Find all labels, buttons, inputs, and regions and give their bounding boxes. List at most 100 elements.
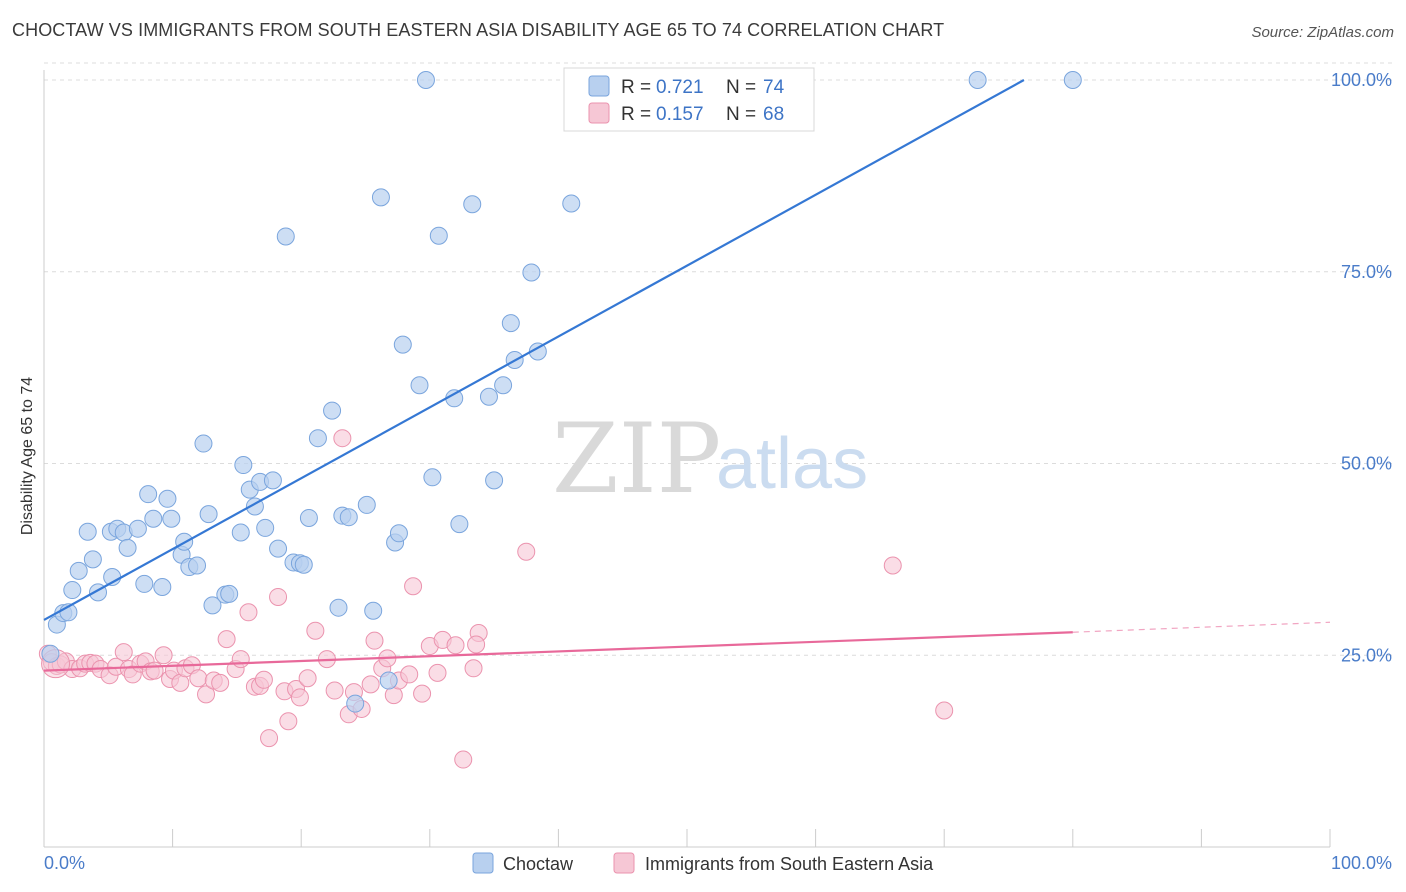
choctaw-point <box>416 71 435 89</box>
sea-point <box>114 643 133 662</box>
watermark-atlas: atlas <box>716 424 868 504</box>
chart-title: CHOCTAW VS IMMIGRANTS FROM SOUTH EASTERN… <box>12 20 945 40</box>
legend-swatch-choctaw <box>588 75 610 97</box>
sea-point <box>333 429 352 448</box>
choctaw-point <box>128 519 147 538</box>
y-axis-label: Disability Age 65 to 74 <box>19 377 36 535</box>
legend-r-label-1: R = <box>621 77 651 98</box>
legend-n-label-2: N = <box>726 104 756 125</box>
choctaw-point <box>153 577 172 596</box>
choctaw-point <box>276 227 295 246</box>
choctaw-point <box>323 401 342 420</box>
sea-point <box>211 673 230 692</box>
sea-point <box>428 663 447 682</box>
choctaw-point <box>199 505 218 524</box>
choctaw-point <box>294 555 313 574</box>
choctaw-point <box>41 644 60 663</box>
sea-point <box>464 659 483 678</box>
bottom-legend-label-sea: Immigrants from South Eastern Asia <box>645 854 934 874</box>
choctaw-point <box>118 538 137 557</box>
trend-line-sea <box>43 631 1073 672</box>
choctaw-point <box>389 524 408 543</box>
sea-point <box>217 630 236 649</box>
choctaw-point <box>522 263 541 282</box>
choctaw-point <box>269 539 288 558</box>
choctaw-point <box>234 456 253 475</box>
sea-point <box>260 729 279 748</box>
choctaw-point <box>188 556 207 575</box>
legend-n-label-1: N = <box>726 77 756 98</box>
sea-point <box>197 685 216 704</box>
bottom-legend-swatch-choctaw <box>472 852 494 874</box>
choctaw-point <box>562 194 581 213</box>
sea-point <box>279 712 298 731</box>
choctaw-point <box>450 515 469 534</box>
choctaw-point <box>423 468 442 487</box>
sea-point <box>413 684 432 703</box>
choctaw-point <box>429 226 448 245</box>
choctaw-point <box>69 561 88 580</box>
choctaw-point <box>1063 71 1082 89</box>
y-tick-label-25: 25.0% <box>1341 645 1392 665</box>
choctaw-point <box>220 584 239 603</box>
choctaw-point <box>364 601 383 620</box>
x-tick-label-min: 0.0% <box>44 853 85 873</box>
sea-point <box>254 670 273 689</box>
sea-point <box>361 675 380 694</box>
sea-point <box>298 669 317 688</box>
legend-r-value-1: 0.721 <box>656 77 704 98</box>
choctaw-point <box>78 522 97 541</box>
sea-point <box>239 603 258 622</box>
choctaw-point <box>194 434 213 453</box>
sea-point <box>400 665 419 684</box>
y-tick-label-50: 50.0% <box>1341 454 1392 474</box>
choctaw-point <box>139 485 158 504</box>
legend-r-value-2: 0.157 <box>656 104 704 125</box>
x-tick-label-max: 100.0% <box>1331 853 1392 873</box>
sea-point <box>269 587 288 606</box>
sea-point <box>404 577 423 596</box>
choctaw-point <box>494 376 513 395</box>
bottom-legend-label-choctaw: Choctaw <box>503 854 574 874</box>
sea-point <box>935 701 954 720</box>
choctaw-point <box>379 671 398 690</box>
sea-point <box>306 621 325 640</box>
legend-swatch-sea <box>588 102 610 124</box>
y-tick-label-100: 100.0% <box>1331 70 1392 90</box>
gridlines <box>44 62 1392 656</box>
choctaw-point <box>135 574 154 593</box>
choctaw-point <box>393 335 412 354</box>
legend: R = 0.721 N = 74 R = 0.157 N = 68 <box>563 67 815 132</box>
legend-n-value-2: 68 <box>763 104 784 125</box>
sea-point <box>290 688 309 707</box>
choctaw-point <box>410 376 429 395</box>
sea-point <box>467 635 486 654</box>
x-axis-ticks <box>43 829 1331 847</box>
trend-line-sea-extension <box>1072 621 1331 633</box>
choctaw-point <box>308 429 327 448</box>
source-credit: Source: ZipAtlas.com <box>1251 24 1394 41</box>
sea-point <box>446 636 465 655</box>
sea-point <box>365 631 384 650</box>
choctaw-point <box>158 489 177 508</box>
choctaw-point <box>299 508 318 527</box>
bottom-legend: Choctaw Immigrants from South Eastern As… <box>472 852 934 874</box>
watermark-zip: ZIP <box>552 403 721 515</box>
choctaw-point <box>339 508 358 527</box>
choctaw-point <box>263 471 282 490</box>
sea-point <box>145 661 164 680</box>
choctaw-point <box>63 581 82 600</box>
series-choctaw-points <box>41 71 1082 713</box>
choctaw-point <box>371 188 390 207</box>
trend-line-choctaw <box>43 79 1025 621</box>
legend-n-value-1: 74 <box>763 77 785 98</box>
choctaw-point <box>485 471 504 490</box>
choctaw-point <box>329 598 348 617</box>
choctaw-point <box>83 550 102 569</box>
choctaw-point <box>501 314 520 333</box>
sea-point <box>231 650 250 669</box>
sea-point <box>454 750 473 769</box>
choctaw-point <box>256 518 275 537</box>
sea-point <box>154 646 173 665</box>
